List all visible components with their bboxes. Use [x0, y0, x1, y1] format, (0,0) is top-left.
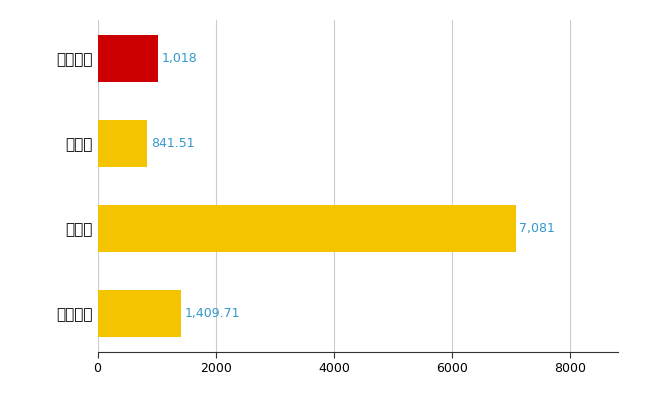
Bar	[98, 35, 158, 82]
Bar	[98, 120, 148, 167]
Text: 841.51: 841.51	[151, 137, 194, 150]
Bar	[98, 205, 516, 252]
Text: 1,409.71: 1,409.71	[185, 307, 240, 320]
Text: 1,018: 1,018	[161, 52, 197, 65]
Bar	[98, 290, 181, 337]
Text: 7,081: 7,081	[519, 222, 555, 235]
